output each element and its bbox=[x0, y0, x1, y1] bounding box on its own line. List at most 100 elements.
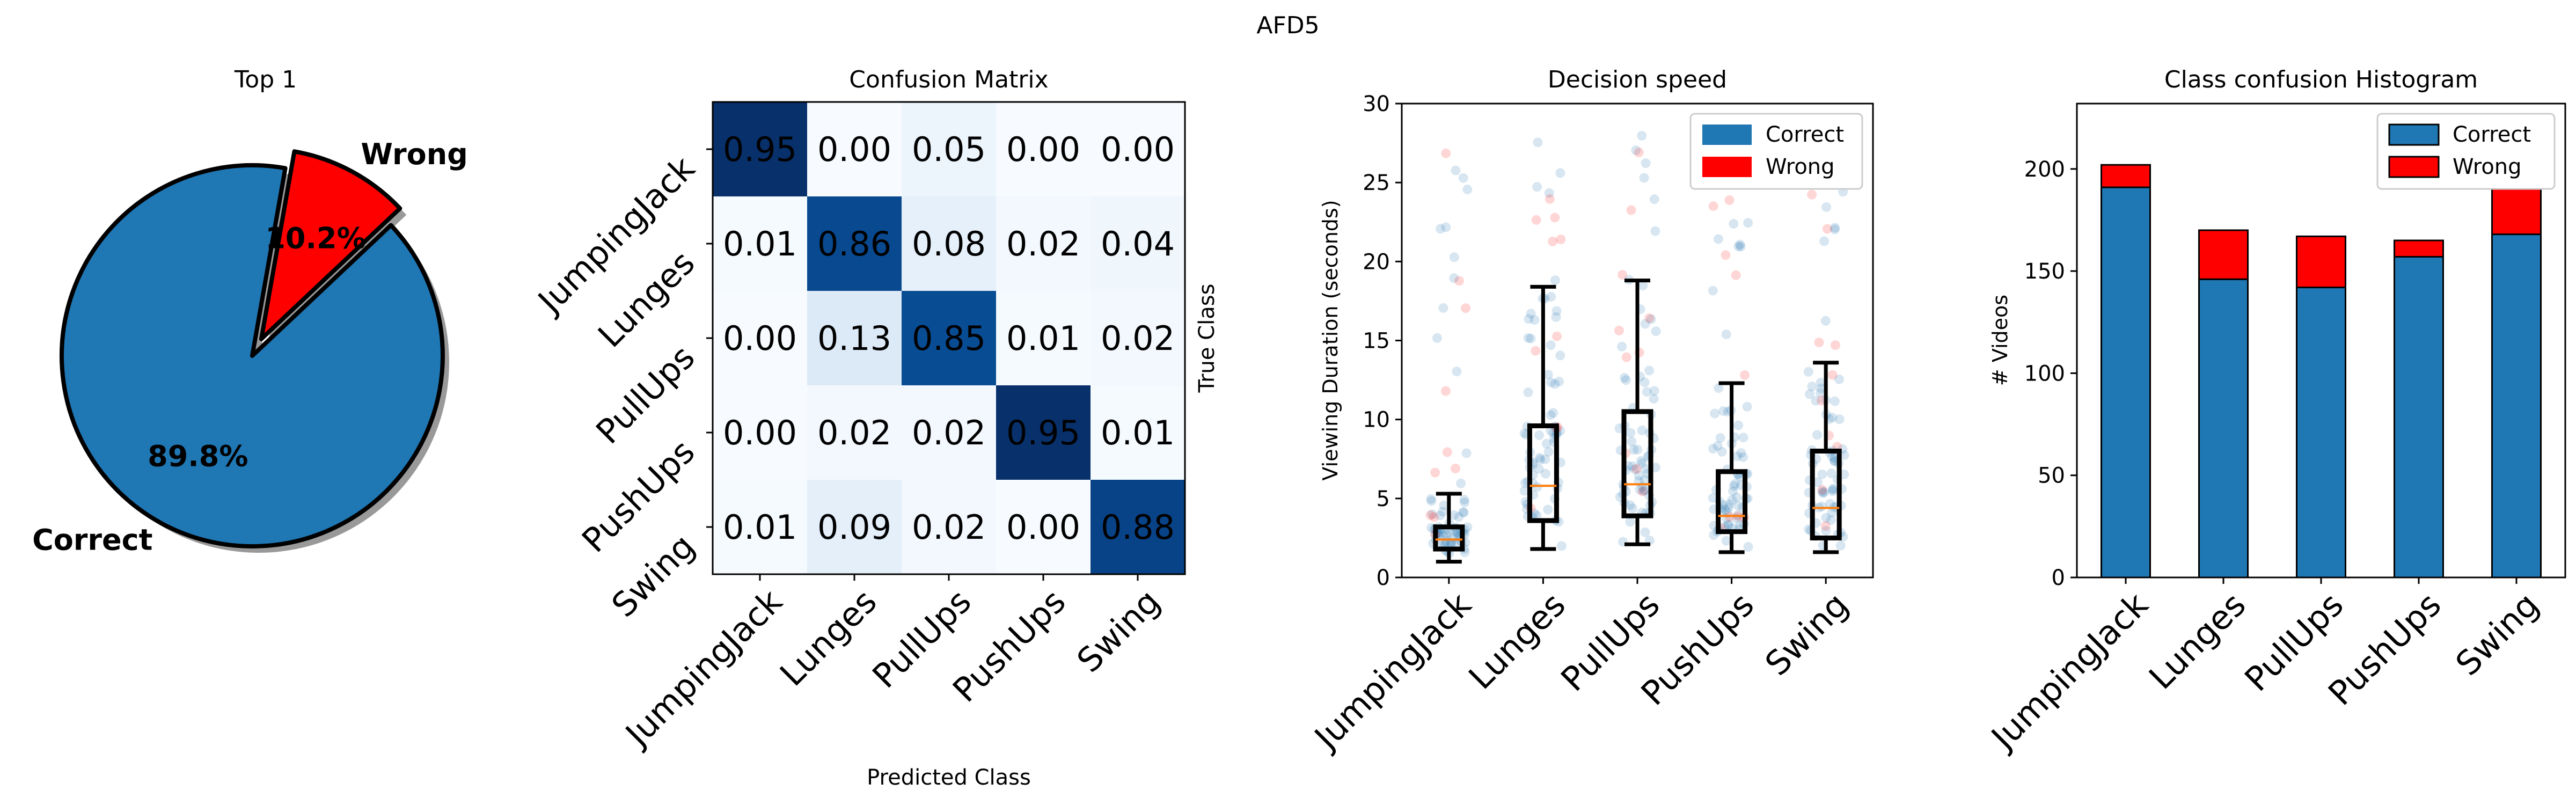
confusion-matrix-value: 0.02 bbox=[912, 413, 986, 452]
correct-point bbox=[1640, 464, 1650, 474]
y-axis-label: Viewing Duration (seconds) bbox=[1319, 200, 1342, 480]
pie-slices bbox=[60, 149, 445, 548]
correct-point bbox=[1821, 202, 1832, 212]
y-tick-label: 50 bbox=[2038, 464, 2065, 488]
correct-point bbox=[1733, 420, 1744, 430]
correct-point bbox=[1650, 226, 1660, 236]
bar-correct bbox=[2101, 186, 2151, 579]
confusion-matrix-value: 0.00 bbox=[1101, 130, 1175, 169]
correct-point bbox=[1532, 482, 1542, 492]
confusion-matrix-cell bbox=[1091, 102, 1185, 196]
correct-point bbox=[1830, 224, 1840, 235]
y-tick-label: 200 bbox=[2024, 157, 2065, 182]
confusion-matrix-value: 0.08 bbox=[912, 224, 986, 264]
wrong-point bbox=[1614, 325, 1624, 335]
confusion-matrix-cell bbox=[807, 291, 902, 385]
pie-chart: Top 1 Correct 89.8% Wrong 10.2% bbox=[32, 66, 468, 557]
correct-point bbox=[1727, 495, 1737, 505]
correct-point bbox=[1526, 309, 1536, 319]
correct-point bbox=[1738, 452, 1748, 462]
wrong-point bbox=[1721, 250, 1731, 260]
correct-point bbox=[1828, 484, 1839, 494]
wrong-point bbox=[1550, 213, 1560, 223]
wrong-point bbox=[1618, 269, 1628, 280]
correct-point bbox=[1451, 165, 1461, 175]
wrong-point bbox=[1637, 486, 1648, 496]
correct-point bbox=[1717, 447, 1727, 457]
correct-point bbox=[1550, 379, 1560, 389]
confusion-matrix-cell bbox=[902, 196, 996, 291]
correct-point bbox=[1535, 455, 1546, 465]
correct-point bbox=[1807, 382, 1817, 392]
correct-point bbox=[1835, 540, 1846, 551]
correct-point bbox=[1736, 448, 1746, 458]
correct-point bbox=[1640, 475, 1650, 485]
correct-point bbox=[1733, 501, 1743, 511]
correct-point bbox=[1827, 486, 1838, 496]
confusion-matrix-cell bbox=[807, 196, 902, 291]
correct-point bbox=[1438, 531, 1448, 541]
confusion-matrix-value: 0.00 bbox=[1006, 508, 1080, 547]
correct-point bbox=[1817, 469, 1827, 479]
confusion-matrix-cell bbox=[996, 385, 1091, 480]
confusion-matrix-cell bbox=[807, 385, 902, 480]
correct-point bbox=[1743, 542, 1753, 552]
correct-point bbox=[1818, 488, 1828, 498]
correct-point bbox=[1723, 519, 1733, 530]
confusion-matrix-value: 0.01 bbox=[1006, 319, 1080, 358]
wrong-point bbox=[1440, 386, 1451, 396]
correct-point bbox=[1458, 173, 1468, 183]
x-tick-label: Lunges bbox=[1461, 585, 1573, 697]
correct-point bbox=[1440, 539, 1451, 549]
wrong-point bbox=[1634, 148, 1644, 158]
wrong-point bbox=[1822, 224, 1832, 234]
correct-point bbox=[1715, 433, 1725, 443]
correct-point bbox=[1633, 444, 1643, 455]
wrong-point bbox=[1461, 303, 1471, 313]
y-axis-label: # Videos bbox=[1988, 295, 2012, 386]
wrong-point bbox=[1830, 340, 1840, 350]
correct-point bbox=[1721, 330, 1731, 340]
correct-point bbox=[1637, 458, 1647, 469]
correct-point bbox=[1634, 471, 1644, 481]
confusion-matrix-value: 0.13 bbox=[817, 319, 891, 358]
correct-point bbox=[1436, 528, 1446, 538]
wrong-point bbox=[1430, 467, 1440, 478]
correct-point bbox=[1718, 406, 1729, 416]
correct-point bbox=[1728, 486, 1738, 496]
correct-point bbox=[1529, 315, 1540, 325]
confusion-matrix-cell bbox=[1091, 291, 1185, 385]
wrong-point bbox=[1631, 464, 1642, 474]
correct-point bbox=[1552, 306, 1562, 316]
confusion-matrix-value: 0.00 bbox=[817, 130, 891, 169]
confusion-matrix-cell bbox=[713, 102, 807, 196]
decision-speed-chart: Decision speed 0 5 10 15 20 25 30 JumpingJackLun… bbox=[1306, 66, 1874, 758]
correct-point bbox=[1432, 333, 1442, 343]
class-confusion-histogram: Class confusion Histogram 0 50 100 150 200 Jum… bbox=[1982, 66, 2566, 758]
correct-point bbox=[1819, 487, 1829, 497]
confusion-matrix-value: 0.88 bbox=[1101, 508, 1175, 547]
correct-point bbox=[1617, 341, 1627, 352]
legend-swatch-wrong bbox=[1702, 157, 1752, 177]
correct-point bbox=[1821, 525, 1831, 536]
confusion-matrix-value: 0.02 bbox=[912, 508, 986, 547]
wrong-point bbox=[1425, 510, 1436, 521]
y-tick-label: 25 bbox=[1363, 171, 1390, 195]
correct-point bbox=[1732, 451, 1742, 462]
correct-point bbox=[1546, 340, 1556, 350]
confusion-matrix-cell bbox=[902, 385, 996, 480]
bar-wrong bbox=[2491, 186, 2542, 236]
confusion-matrix-cell bbox=[996, 196, 1091, 291]
confusion-matrix-value: 0.05 bbox=[912, 130, 986, 169]
correct-point bbox=[1637, 130, 1647, 141]
legend: Correct Wrong bbox=[1689, 113, 1863, 190]
x-tick-label: Swing bbox=[2448, 585, 2546, 683]
correct-point bbox=[1458, 507, 1468, 517]
confusion-matrix-cell bbox=[996, 102, 1091, 196]
correct-point bbox=[1713, 441, 1723, 451]
confusion-matrix-cell bbox=[1091, 480, 1185, 574]
wrong-point bbox=[1820, 521, 1831, 531]
confusion-matrix-values: 0.95 0.00 0.05 0.00 0.00 0.01 0.86 0.08 0.02 0.04… bbox=[723, 130, 1175, 547]
y-tick-label: 5 bbox=[1377, 487, 1390, 511]
